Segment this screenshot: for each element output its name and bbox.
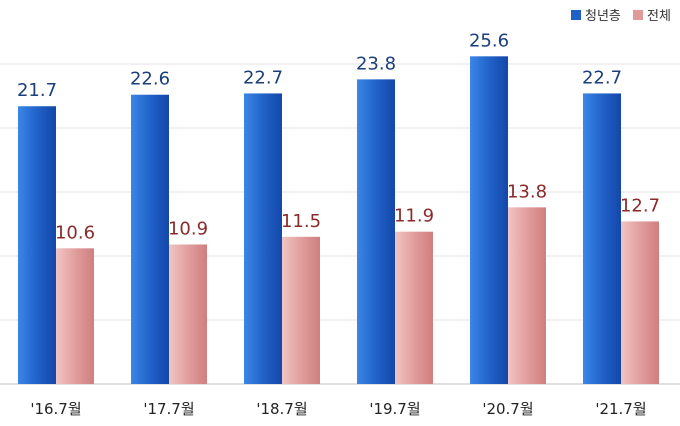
x-tick-label-3: '18.7월 [256, 400, 307, 418]
legend-swatch-series-2 [633, 10, 643, 20]
value-label-series-1-1: 21.7 [17, 80, 57, 101]
value-labels-group: 21.7 10.6 22.6 10.9 22.7 11.5 23.8 11.9 25.6 13.8… [17, 30, 660, 243]
bar-series-1-4 [357, 79, 395, 385]
value-label-series-1-2: 22.6 [130, 69, 170, 90]
x-tick-labels-group: '16.7월 '17.7월 '18.7월 '19.7월 '20.7월 '21.7월 [30, 400, 646, 418]
value-label-series-2-1: 10.6 [55, 222, 95, 243]
bar-series-2-4 [395, 231, 433, 384]
gridlines [0, 63, 680, 385]
value-label-series-1-4: 23.8 [356, 53, 396, 74]
value-label-series-1-3: 22.7 [243, 67, 283, 88]
bar-series-1-1 [18, 106, 56, 385]
legend: 청년층 전체 [571, 9, 671, 24]
bar-series-2-2 [169, 244, 207, 384]
bar-series-2-5 [508, 207, 546, 384]
value-label-series-2-3: 11.5 [281, 211, 321, 232]
value-label-series-1-5: 25.6 [469, 30, 509, 51]
legend-label-series-1: 청년층 [585, 9, 621, 24]
value-label-series-2-5: 13.8 [507, 181, 547, 202]
x-tick-label-2: '17.7월 [143, 400, 194, 418]
legend-label-series-2: 전체 [647, 9, 671, 24]
bar-series-1-6 [583, 93, 621, 384]
value-label-series-2-2: 10.9 [168, 218, 208, 239]
x-tick-label-6: '21.7월 [595, 400, 646, 418]
legend-swatch-series-1 [571, 10, 581, 20]
bar-series-2-1 [56, 248, 94, 384]
x-tick-label-4: '19.7월 [369, 400, 420, 418]
value-label-series-1-6: 22.7 [582, 67, 622, 88]
bar-series-2-6 [621, 221, 659, 384]
bar-series-2-3 [282, 236, 320, 384]
value-label-series-2-6: 12.7 [620, 195, 660, 216]
bars-group [18, 56, 659, 385]
x-tick-label-5: '20.7월 [482, 400, 533, 418]
bar-series-1-3 [244, 93, 282, 384]
x-tick-label-1: '16.7월 [30, 400, 81, 418]
value-label-series-2-4: 11.9 [394, 206, 434, 227]
bar-series-1-2 [131, 94, 169, 384]
bar-series-1-5 [470, 56, 508, 384]
